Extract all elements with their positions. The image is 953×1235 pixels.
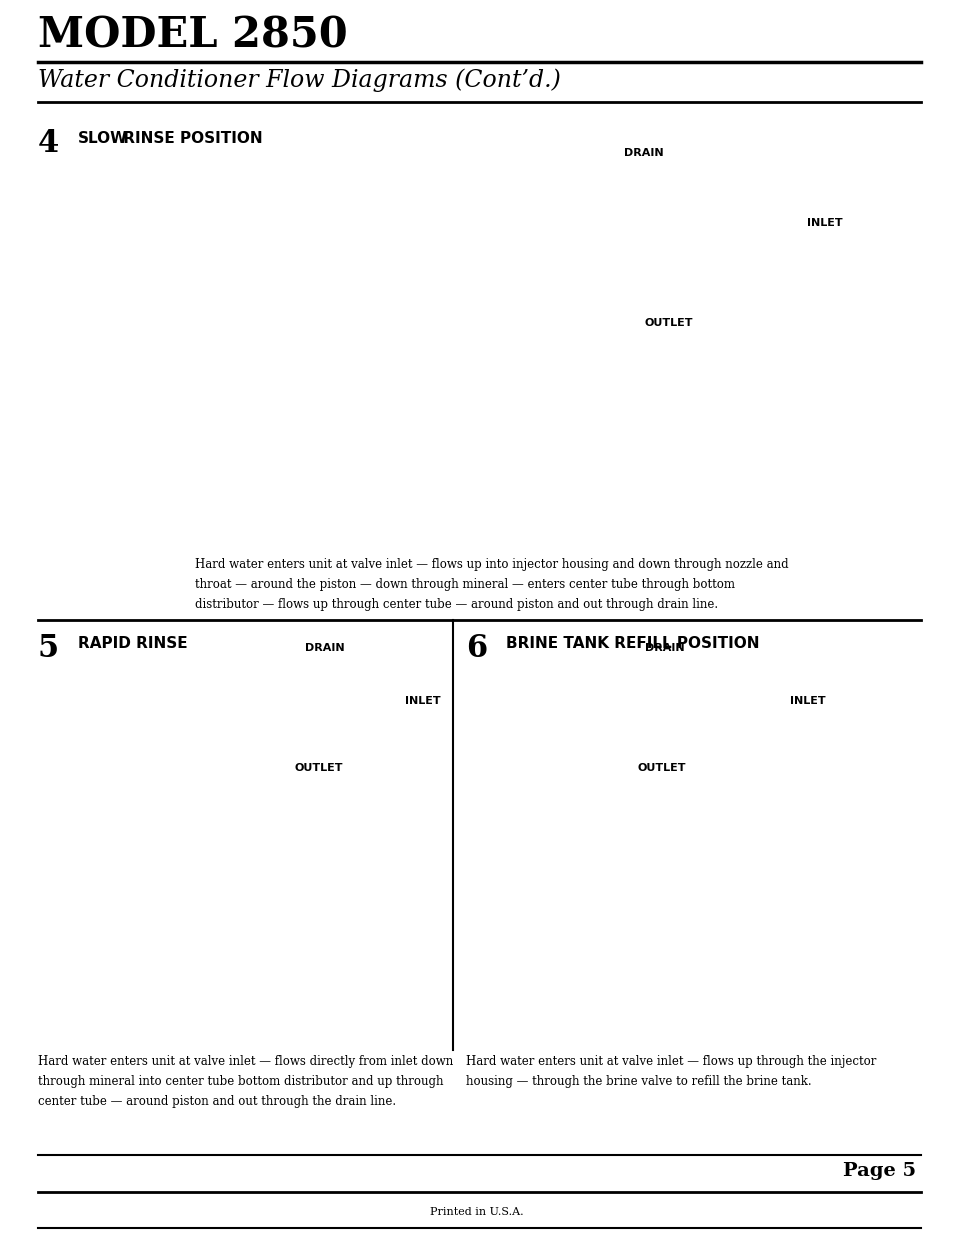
Text: MODEL 2850: MODEL 2850 — [38, 15, 348, 57]
Text: DRAIN: DRAIN — [623, 148, 663, 158]
Text: INLET: INLET — [806, 219, 841, 228]
Text: Hard water enters unit at valve inlet — flows up through the injector
housing — : Hard water enters unit at valve inlet — … — [465, 1055, 876, 1088]
Text: OUTLET: OUTLET — [638, 763, 686, 773]
Text: Hard water enters unit at valve inlet — flows up into injector housing and down : Hard water enters unit at valve inlet — … — [194, 558, 788, 611]
Text: Printed in U.S.A.: Printed in U.S.A. — [430, 1207, 523, 1216]
Text: DRAIN: DRAIN — [644, 643, 684, 653]
Text: OUTLET: OUTLET — [294, 763, 343, 773]
Text: DRAIN: DRAIN — [305, 643, 344, 653]
Text: Water Conditioner Flow Diagrams (Cont’d.): Water Conditioner Flow Diagrams (Cont’d.… — [38, 68, 560, 91]
Text: Page 5: Page 5 — [842, 1162, 915, 1179]
Text: OUTLET: OUTLET — [644, 317, 693, 329]
Text: 6: 6 — [465, 634, 487, 664]
Bar — [38, 148, 915, 550]
Text: INLET: INLET — [405, 697, 440, 706]
Text: Hard water enters unit at valve inlet — flows directly from inlet down
through m: Hard water enters unit at valve inlet — … — [38, 1055, 453, 1108]
Bar — [38, 655, 915, 1049]
Text: 5: 5 — [38, 634, 59, 664]
Text: SLOW: SLOW — [78, 131, 128, 146]
Text: 4: 4 — [38, 128, 59, 159]
Text: BRINE TANK REFILL POSITION: BRINE TANK REFILL POSITION — [505, 636, 759, 651]
Text: RINSE POSITION: RINSE POSITION — [118, 131, 262, 146]
Text: RAPID RINSE: RAPID RINSE — [78, 636, 188, 651]
Text: INLET: INLET — [789, 697, 824, 706]
